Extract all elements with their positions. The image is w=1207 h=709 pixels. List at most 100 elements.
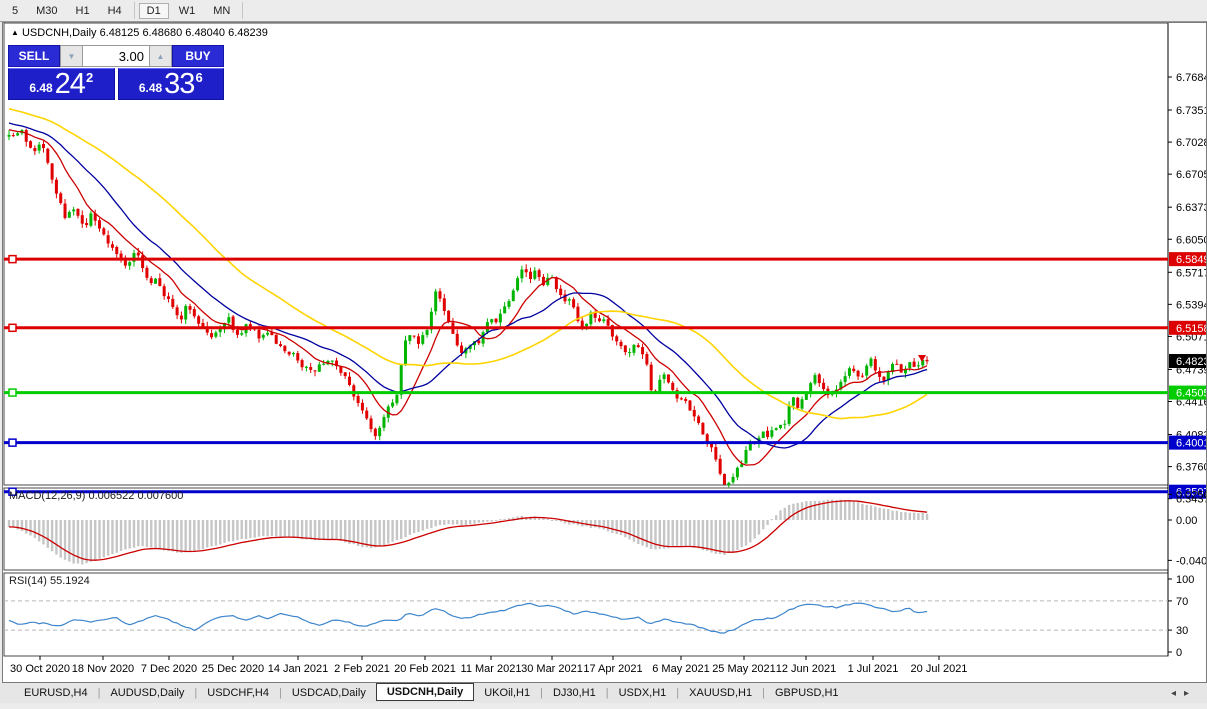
macd-indicator-label: MACD(12,26,9) 0.006522 0.007600 [9, 490, 183, 502]
volume-input[interactable]: 3.00 [83, 45, 149, 67]
date-axis-label: 30 Mar 2021 [521, 663, 583, 675]
date-axis-label: 30 Oct 2020 [10, 663, 70, 675]
chart-tab-usdcaddaily[interactable]: USDCAD,Daily [291, 687, 366, 699]
level-price-label: 6.40019 [1176, 438, 1206, 450]
date-axis-label: 20 Feb 2021 [394, 663, 456, 675]
date-axis-label: 25 May 2021 [712, 663, 776, 675]
rsi-axis-tick: 100 [1176, 574, 1194, 586]
chart-tabbar: EURUSD,H4 | AUDUSD,Daily | USDCHF,H4 | USDCAD,… [0, 683, 1207, 703]
level-handle[interactable] [8, 438, 17, 447]
price-chart-canvas[interactable]: 6.76840 6.73515 6.70285 6.67055 6.63730 6.605… [3, 23, 1206, 682]
level-handle[interactable] [8, 487, 17, 496]
chart-tab-usdxh1[interactable]: USDX,H1 [618, 687, 667, 699]
rsi-panel [4, 600, 1168, 634]
ohlc-high: 6.48680 [142, 27, 183, 39]
chart-tab-eurusdh4[interactable]: EURUSD,H4 [24, 687, 88, 699]
tab-separator: | [194, 687, 198, 699]
chevron-up-icon: ▲ [156, 51, 165, 61]
macd-axis-tick: 0.00 [1176, 515, 1197, 527]
volume-decrease-button[interactable]: ▼ [60, 45, 83, 67]
toolbar-separator [242, 2, 244, 19]
level-handle[interactable] [8, 254, 17, 264]
level-price-label: 6.58499 [1176, 254, 1206, 266]
one-click-trading-panel: SELL ▼ 3.00 ▲ BUY 6.48 24 2 6.48 33 6 [8, 45, 224, 100]
level-handle[interactable] [8, 388, 17, 397]
macd-name: MACD(12,26,9) [9, 490, 86, 502]
macd-signal-line [8, 500, 928, 561]
chart-tab-xauusdh1[interactable]: XAUUSD,H1 [689, 687, 753, 699]
chart-tab-gbpusdh1[interactable]: GBPUSD,H1 [774, 687, 839, 699]
timeframe-button-H4[interactable]: H4 [107, 4, 122, 17]
level-price-label: 6.51582 [1176, 323, 1206, 335]
sell-pips: 24 [54, 68, 86, 100]
timeframe-button-5[interactable]: 5 [12, 4, 19, 17]
tab-separator: | [97, 687, 101, 699]
price-axis-tick: 6.73515 [1176, 105, 1206, 117]
sell-price-display[interactable]: 6.48 24 2 [8, 68, 115, 100]
chart-tab-audusddaily[interactable]: AUDUSD,Daily [110, 687, 185, 699]
chevron-down-icon: ▼ [67, 51, 76, 61]
rsi-value: 55.1924 [49, 575, 90, 587]
level-price-label: 6.35078 [1176, 487, 1206, 499]
buy-pipette: 6 [195, 70, 203, 85]
price-axis-tick: 6.70285 [1176, 137, 1206, 149]
price-axis-tick: 6.63730 [1176, 202, 1206, 214]
sell-big-figure: 6.48 [29, 81, 53, 95]
date-axis-label: 20 Jul 2021 [911, 663, 968, 675]
tab-separator: | [676, 687, 680, 699]
chart-tab-usdchfh4[interactable]: USDCHF,H4 [207, 687, 269, 699]
price-axis-tick: 6.37605 [1176, 462, 1206, 474]
date-axis-label: 6 May 2021 [652, 663, 709, 675]
timeframe-button-W1[interactable]: W1 [178, 4, 196, 17]
chart-tab-dj30h1[interactable]: DJ30,H1 [552, 687, 596, 699]
tab-separator: | [540, 687, 543, 699]
macd-signal-value: 0.007600 [137, 490, 184, 502]
ohlc-close: 6.48239 [228, 27, 268, 39]
rsi-axis-tick: 70 [1176, 596, 1188, 608]
timeframe-button-H1[interactable]: H1 [75, 4, 90, 17]
date-axis-label: 12 Jun 2021 [776, 663, 837, 675]
price-axis-tick: 6.57175 [1176, 267, 1206, 279]
rsi-axis-tick: 0 [1176, 647, 1182, 659]
volume-increase-button[interactable]: ▲ [149, 45, 172, 67]
chart-tab-usdcnhdaily[interactable]: USDCNH,Daily [375, 683, 475, 701]
macd-axis-tick: 0.025609 [1176, 489, 1206, 501]
macd-axis-tick: -0.04038 [1176, 555, 1206, 567]
price-axis-tick: 6.60500 [1176, 234, 1206, 246]
collapse-panel-icon[interactable]: ▲ [11, 28, 19, 37]
ohlc-open: 6.48125 [99, 27, 140, 39]
date-axis-label: 14 Jan 2021 [268, 663, 329, 675]
chart-tab-ukoilh1[interactable]: UKOil,H1 [484, 687, 531, 699]
date-axis-label: 25 Dec 2020 [202, 663, 264, 675]
price-axis-tick: 6.67055 [1176, 169, 1206, 181]
slow-ma-line [8, 107, 928, 420]
buy-button[interactable]: BUY [172, 45, 224, 67]
buy-price-display[interactable]: 6.48 33 6 [117, 68, 224, 100]
tab-scroll-right-icon[interactable]: ▸ [1183, 687, 1197, 699]
tab-separator: | [605, 687, 609, 699]
price-axis-tick: 6.76840 [1176, 72, 1206, 84]
ohlc-low: 6.48040 [185, 27, 226, 39]
last-price-arrow-icon [918, 355, 926, 363]
level-handle[interactable] [8, 323, 17, 333]
tab-scroll-arrows: ◂▸ [1171, 688, 1197, 699]
symbol-name: USDCNH,Daily [21, 27, 97, 39]
mid-ma-line [8, 122, 928, 449]
rsi-line [8, 602, 928, 634]
candlestick-series [7, 107, 929, 488]
date-axis-label: 11 Mar 2021 [461, 663, 522, 675]
chart-window: 6.76840 6.73515 6.70285 6.67055 6.63730 6.605… [2, 22, 1207, 683]
timeframe-button-D1[interactable]: D1 [138, 2, 169, 19]
tab-scroll-left-icon[interactable]: ◂ [1170, 687, 1184, 699]
sell-button[interactable]: SELL [8, 45, 60, 67]
date-axis-label: 7 Dec 2020 [141, 663, 197, 675]
timeframe-button-M30[interactable]: M30 [36, 4, 58, 17]
rsi-axis-tick: 30 [1176, 625, 1188, 637]
toolbar-separator [133, 2, 135, 19]
chart-tabs: EURUSD,H4 | AUDUSD,Daily | USDCHF,H4 | USDCAD,… [14, 683, 849, 702]
tab-separator: | [762, 687, 765, 699]
status-bar [0, 703, 1207, 709]
date-axis-label: 17 Apr 2021 [583, 663, 642, 675]
buy-pips: 33 [164, 68, 195, 100]
timeframe-button-MN[interactable]: MN [213, 4, 231, 17]
